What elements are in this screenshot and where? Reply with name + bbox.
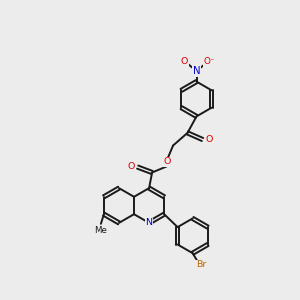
Text: O: O <box>181 57 188 66</box>
Text: O: O <box>164 158 171 166</box>
Text: Me: Me <box>94 226 107 235</box>
Text: O⁻: O⁻ <box>203 57 215 66</box>
Text: O: O <box>206 135 213 144</box>
Text: Br: Br <box>196 260 206 269</box>
Text: O: O <box>128 162 135 171</box>
Text: N: N <box>193 66 200 76</box>
Text: N: N <box>146 218 153 227</box>
